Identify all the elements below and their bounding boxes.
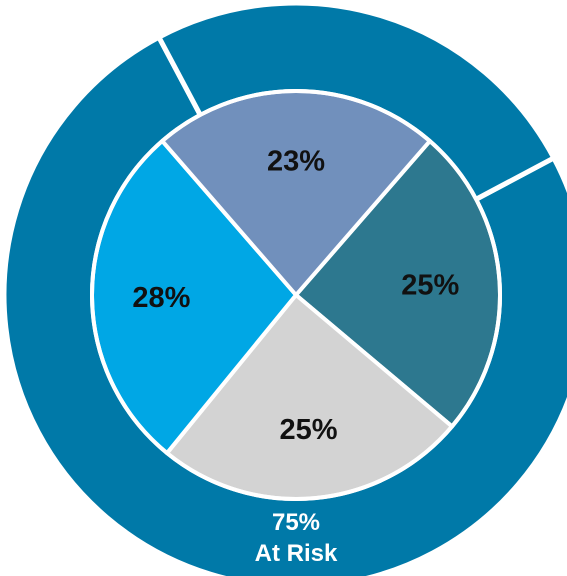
inner-pie-rim xyxy=(90,89,502,501)
inner-slice-label: 23% xyxy=(267,145,325,177)
inner-pie-labels: 25% 25% 28% 23% xyxy=(132,145,459,446)
inner-slice-label: 25% xyxy=(401,270,459,302)
inner-slice-label: 28% xyxy=(132,282,190,314)
at-risk-percent-label: 75% xyxy=(272,509,320,536)
at-risk-text-label: At Risk xyxy=(255,540,338,567)
inner-pie xyxy=(90,89,502,501)
inner-slice-label: 25% xyxy=(279,414,337,446)
